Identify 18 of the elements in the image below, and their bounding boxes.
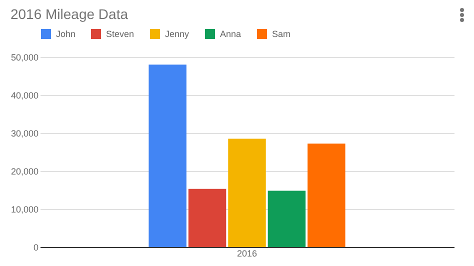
legend-label: Jenny [165, 29, 190, 39]
y-tick-label: 10,000 [10, 204, 38, 214]
chart-title: 2016 Mileage Data [10, 6, 128, 22]
bar [228, 138, 266, 247]
y-tick-label: 50,000 [10, 52, 38, 62]
bar [308, 144, 346, 247]
legend-label: Anna [220, 29, 242, 39]
bar [188, 188, 226, 247]
legend-label: John [56, 29, 76, 39]
legend-label: Sam [272, 29, 291, 39]
bar [268, 190, 306, 247]
bar [148, 64, 186, 247]
y-tick-label: 30,000 [10, 128, 38, 138]
y-tick-label: 20,000 [10, 166, 38, 176]
y-tick-label: 0 [33, 242, 38, 252]
x-tick-label: 2016 [236, 248, 258, 258]
y-tick-label: 40,000 [10, 90, 38, 100]
legend-label: Steven [106, 29, 134, 39]
